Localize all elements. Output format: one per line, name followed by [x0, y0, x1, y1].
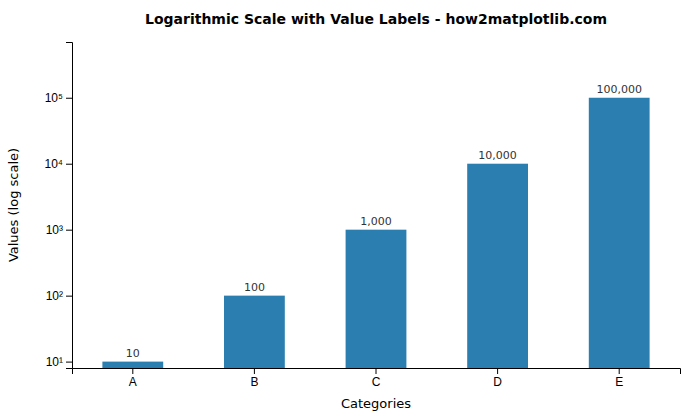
y-tick: 10¹: [46, 355, 72, 369]
y-tick-label: 10³: [46, 223, 63, 237]
bar: [102, 362, 163, 368]
x-tick-label: B: [250, 375, 258, 389]
data-label: 100,000: [596, 83, 642, 96]
data-labels: 10 100 1,000 10,000 100,000: [126, 83, 642, 360]
x-tick-mark: [619, 368, 620, 374]
y-axis-title: Values (log scale): [6, 148, 21, 262]
x-tick-label: E: [615, 375, 623, 389]
data-label: 1,000: [360, 215, 392, 228]
y-tick-label: 10²: [46, 289, 63, 303]
y-tick: 10⁴: [44, 157, 72, 171]
y-tick: 10³: [46, 223, 72, 237]
x-tick: C: [372, 368, 381, 389]
y-tick: 10²: [46, 289, 72, 303]
y-tick-mark: [66, 362, 72, 363]
y-axis: 10¹ 10² 10³ 10⁴ 10⁵: [44, 43, 72, 369]
x-tick-mark: [254, 368, 255, 374]
x-tick: D: [493, 368, 502, 389]
y-tick-mark: [66, 164, 72, 165]
y-tick-mark: [66, 296, 72, 297]
x-tick-mark: [132, 368, 133, 374]
x-axis-title: Categories: [341, 396, 411, 411]
data-label: 10,000: [478, 149, 516, 162]
x-tick: B: [250, 368, 258, 389]
x-tick: E: [615, 368, 623, 389]
y-tick-label: 10⁴: [44, 157, 63, 171]
plot: 10 100 1,000 10,000 100,000 A B C D E 10¹ 10² 10³ 10⁴…: [44, 43, 680, 389]
bar: [589, 98, 650, 368]
x-tick-label: D: [493, 375, 502, 389]
x-tick-label: C: [372, 375, 381, 389]
x-tick: A: [129, 368, 137, 389]
bar: [224, 296, 285, 368]
chart: 10 100 1,000 10,000 100,000 A B C D E 10¹ 10² 10³ 10⁴…: [0, 0, 700, 420]
y-tick: 10⁵: [45, 91, 72, 105]
x-tick-mark: [376, 368, 377, 374]
y-axis-line: [66, 43, 73, 369]
x-tick-label: A: [129, 375, 137, 389]
y-tick-mark: [66, 230, 72, 231]
data-label: 10: [126, 347, 140, 360]
x-axis: A B C D E: [73, 368, 681, 389]
x-axis-line: [73, 369, 681, 375]
bar: [467, 164, 528, 368]
y-tick-label: 10⁵: [45, 91, 63, 105]
title: Logarithmic Scale with Value Labels - ho…: [145, 11, 607, 27]
y-tick-label: 10¹: [46, 355, 63, 369]
x-tick-mark: [497, 368, 498, 374]
data-label: 100: [244, 281, 265, 294]
bars: [102, 98, 649, 368]
bar: [346, 230, 407, 368]
y-tick-mark: [66, 98, 72, 99]
